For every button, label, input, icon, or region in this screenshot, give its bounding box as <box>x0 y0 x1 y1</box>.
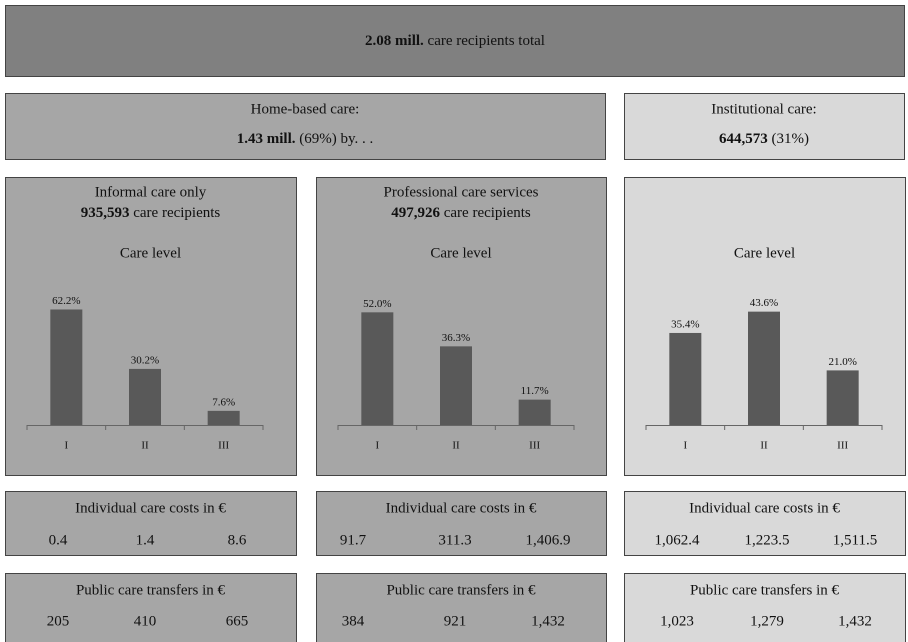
column-title: Professional care services <box>384 184 539 200</box>
bar <box>748 311 780 425</box>
transfer-value: 384 <box>342 613 365 629</box>
transfer-value: 205 <box>47 613 70 629</box>
value-label: 30.2% <box>131 354 159 366</box>
category-label: II <box>760 440 768 452</box>
total-bold: 2.08 mill. <box>365 33 424 49</box>
transfer-value: 1,279 <box>750 613 784 629</box>
costs-box <box>316 491 607 556</box>
cost-value: 1,511.5 <box>833 532 877 548</box>
column-box <box>5 177 297 476</box>
institutional-title: Institutional care: <box>711 101 816 117</box>
bar <box>50 309 83 425</box>
home-based-share: (69%) by. . . <box>299 131 373 147</box>
costs-title: Individual care costs in € <box>75 500 226 516</box>
cost-value: 1,406.9 <box>526 532 571 548</box>
cost-value: 0.4 <box>49 532 68 548</box>
category-label: III <box>529 440 540 452</box>
transfers-box <box>5 573 297 642</box>
home-based-bold: 1.43 mill. <box>237 131 296 147</box>
bar <box>518 399 551 425</box>
value-label: 11.7% <box>521 385 549 397</box>
value-label: 35.4% <box>671 318 699 330</box>
value-label: 7.6% <box>212 396 235 408</box>
value-label: 43.6% <box>750 297 778 309</box>
cost-value: 1.4 <box>136 532 155 548</box>
category-label: I <box>375 440 379 452</box>
bar <box>440 346 472 425</box>
transfer-value: 921 <box>444 613 467 629</box>
value-label: 62.2% <box>52 295 80 307</box>
bar <box>361 312 394 425</box>
bar <box>207 410 240 425</box>
home-based-title: Home-based care: <box>251 101 360 117</box>
category-label: I <box>683 440 687 452</box>
institutional-text: 644,573 (31%) <box>719 131 809 147</box>
institutional-share: (31%) <box>772 131 810 147</box>
chart-title: Care level <box>734 245 795 261</box>
bar <box>669 332 702 425</box>
value-label: 21.0% <box>828 356 856 368</box>
cost-value: 91.7 <box>340 532 367 548</box>
total-text: 2.08 mill. care recipients total <box>365 33 545 49</box>
transfer-value: 665 <box>226 613 249 629</box>
category-label: II <box>452 440 460 452</box>
transfer-value: 410 <box>134 613 157 629</box>
transfers-title: Public care transfers in € <box>76 582 226 598</box>
value-label: 36.3% <box>442 332 470 344</box>
value-label: 52.0% <box>363 298 391 310</box>
column-count: 935,593 care recipients <box>81 205 221 221</box>
category-label: III <box>218 440 229 452</box>
transfers-title: Public care transfers in € <box>386 582 536 598</box>
total-banner <box>5 5 905 77</box>
column-title: Informal care only <box>95 184 207 200</box>
costs-title: Individual care costs in € <box>386 500 537 516</box>
category-label: I <box>64 440 68 452</box>
count-label: care recipients <box>444 205 531 221</box>
column-count: 497,926 care recipients <box>391 205 531 221</box>
cost-value: 8.6 <box>228 532 247 548</box>
category-label: III <box>837 440 848 452</box>
transfer-value: 1,432 <box>531 613 565 629</box>
chart-title: Care level <box>120 245 181 261</box>
bar <box>826 370 859 425</box>
home-based-text: 1.43 mill. (69%) by. . . <box>237 131 374 147</box>
costs-title: Individual care costs in € <box>689 500 840 516</box>
transfer-value: 1,023 <box>660 613 694 629</box>
home-based-box <box>5 93 606 160</box>
transfer-value: 1,432 <box>838 613 872 629</box>
cost-value: 311.3 <box>438 532 471 548</box>
costs-box <box>624 491 906 556</box>
cost-value: 1,223.5 <box>745 532 790 548</box>
transfers-title: Public care transfers in € <box>690 582 840 598</box>
transfers-box <box>624 573 906 642</box>
costs-box <box>5 491 297 556</box>
transfers-box <box>316 573 607 642</box>
chart-title: Care level <box>430 245 491 261</box>
institutional-bold: 644,573 <box>719 131 768 147</box>
total-label: care recipients total <box>428 33 545 49</box>
institutional-box <box>624 93 905 160</box>
count-label: care recipients <box>133 205 220 221</box>
category-label: II <box>141 440 149 452</box>
count-bold: 935,593 <box>81 205 130 221</box>
column-box <box>316 177 607 476</box>
bar <box>129 368 161 425</box>
cost-value: 1,062.4 <box>655 532 701 548</box>
count-bold: 497,926 <box>391 205 440 221</box>
